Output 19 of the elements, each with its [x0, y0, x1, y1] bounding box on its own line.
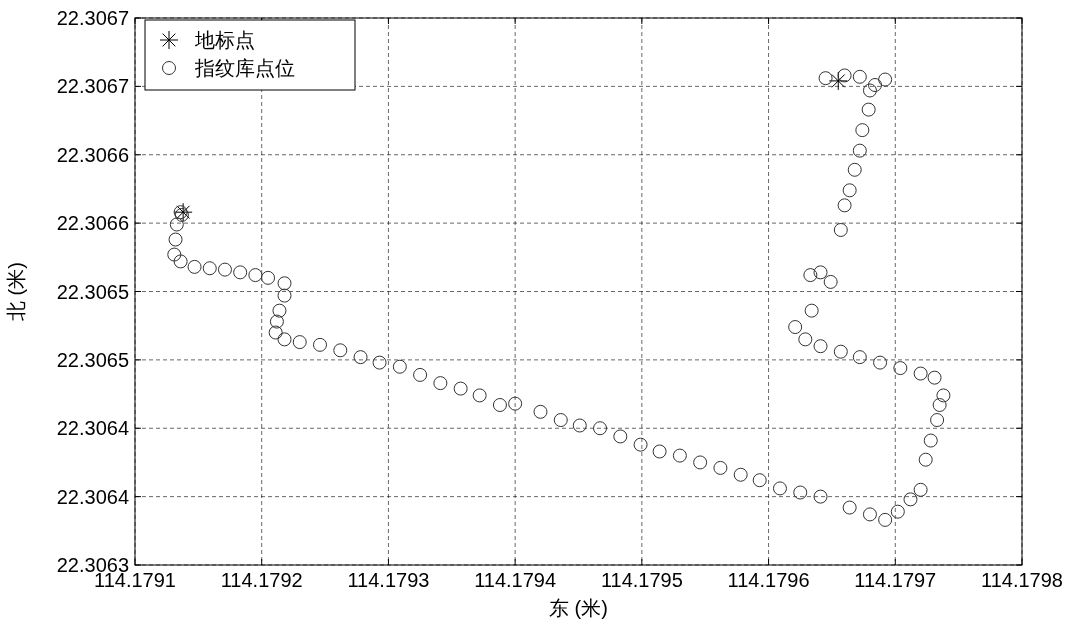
legend-label: 指纹库点位: [194, 57, 295, 79]
y-tick-label: 22.3065: [56, 280, 129, 303]
x-tick-label: 114.1792: [220, 569, 303, 591]
y-tick-label: 22.3064: [56, 417, 129, 440]
x-tick-label: 114.1796: [727, 569, 810, 591]
x-tick-label: 114.1794: [474, 569, 557, 591]
y-axis-title: 北 (米): [5, 262, 27, 321]
x-tick-label: 114.1795: [600, 569, 683, 591]
y-tick-label: 22.3066: [56, 143, 129, 166]
y-tick-label: 22.3064: [56, 485, 129, 508]
legend-label: 地标点: [194, 29, 255, 51]
y-tick-label: 22.3067: [56, 7, 129, 29]
x-axis-title: 东 (米): [549, 597, 608, 619]
x-tick-label: 114.1797: [854, 569, 937, 591]
y-tick-label: 22.3065: [56, 348, 129, 371]
x-tick-label: 114.1798: [981, 569, 1063, 591]
y-tick-label: 22.3067: [56, 75, 129, 98]
y-tick-label: 22.3066: [56, 212, 129, 235]
x-tick-label: 114.1793: [347, 569, 430, 591]
